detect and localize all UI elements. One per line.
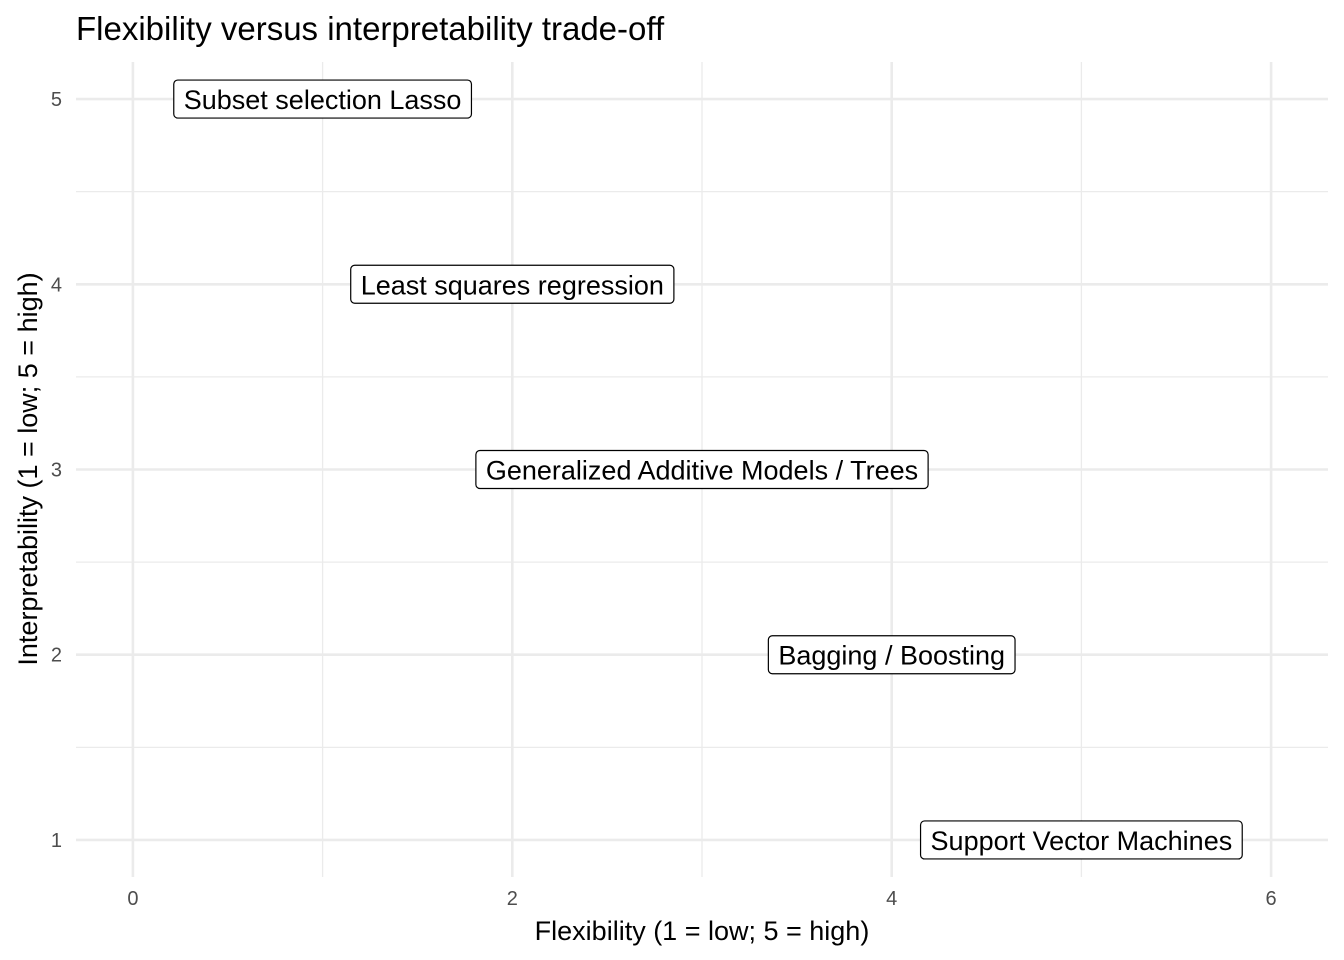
label-text: Support Vector Machines: [931, 826, 1233, 856]
x-tick-label: 4: [886, 888, 897, 910]
x-axis-title: Flexibility (1 = low; 5 = high): [535, 916, 870, 946]
point-label: Support Vector Machines: [919, 820, 1243, 860]
x-tick-label: 0: [127, 888, 138, 910]
y-tick-label: 3: [51, 460, 62, 482]
label-box: [173, 79, 473, 119]
y-tick-label: 2: [51, 645, 62, 667]
x-axis-ticks: 0 2 4 6: [127, 888, 1276, 910]
y-axis-ticks: 1 2 3 4 5: [51, 89, 62, 852]
label-box: [767, 635, 1016, 675]
label-text: Generalized Additive Models / Trees: [486, 456, 918, 486]
label-box: [475, 449, 929, 490]
label-text: Bagging / Boosting: [778, 641, 1005, 671]
y-tick-label: 4: [51, 274, 62, 296]
y-tick-label: 1: [51, 830, 62, 852]
y-axis-title: Interpretability (1 = low; 5 = high): [13, 272, 43, 665]
point-label: Subset selection Lasso: [173, 79, 473, 119]
point-label: Bagging / Boosting: [767, 635, 1016, 675]
x-tick-label: 2: [507, 888, 518, 910]
label-box: [350, 264, 675, 304]
label-text: Least squares regression: [361, 270, 664, 300]
label-text: Subset selection Lasso: [184, 85, 462, 115]
point-label: Least squares regression: [350, 264, 675, 304]
point-label: Generalized Additive Models / Trees: [475, 449, 929, 490]
chart-title: Flexibility versus interpretability trad…: [76, 10, 665, 47]
point-labels: Subset selection Lasso Least squares regr…: [173, 79, 1243, 860]
y-tick-label: 5: [51, 89, 62, 111]
x-tick-label: 6: [1266, 888, 1277, 910]
label-box: [919, 820, 1243, 860]
